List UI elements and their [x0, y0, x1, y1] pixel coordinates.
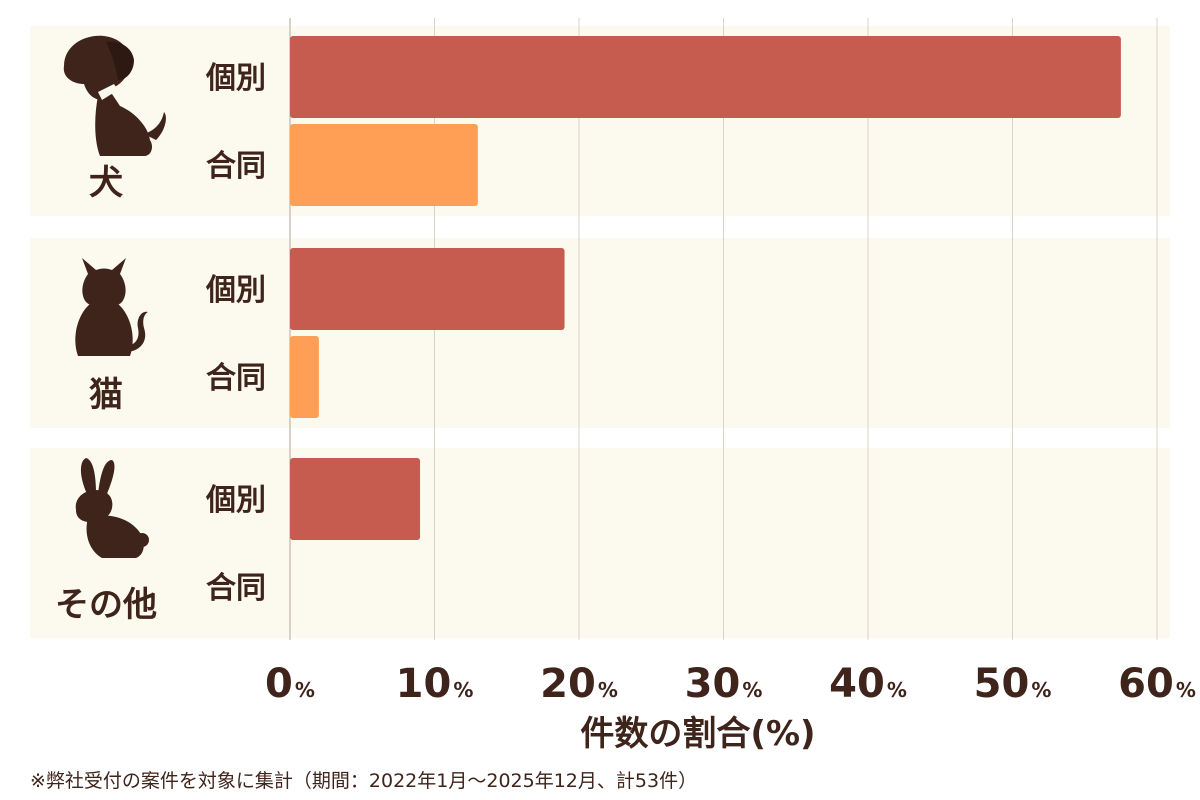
footnote: ※弊社受付の案件を対象に集計（期間：2022年1月～2025年12月、計53件） — [30, 770, 698, 792]
tick-label: 10% — [396, 661, 474, 707]
bar — [290, 336, 319, 418]
bar-label: 合同 — [206, 149, 266, 184]
bar-label: 個別 — [205, 61, 266, 96]
bar — [290, 124, 478, 206]
tick-label: 60% — [1118, 661, 1196, 707]
bar-label: 個別 — [205, 483, 266, 518]
category-label: 猫 — [89, 375, 123, 415]
tick-label: 30% — [685, 661, 763, 707]
bar — [290, 248, 565, 330]
x-axis-ticks: 0% 10% 20% 30% 40% 50% 60% — [265, 661, 1196, 707]
bar — [290, 36, 1121, 118]
cat-icon — [75, 258, 148, 356]
tick-label: 20% — [540, 661, 618, 707]
rabbit-icon — [75, 458, 149, 558]
category-label: 犬 — [89, 163, 123, 203]
icons — [63, 35, 166, 558]
bars — [290, 36, 1121, 540]
tick-label: 0% — [265, 661, 315, 707]
group-panel — [30, 448, 1170, 638]
tick-label: 40% — [829, 661, 907, 707]
bar-label: 合同 — [206, 571, 266, 606]
bar — [290, 458, 421, 540]
dog-icon — [63, 35, 166, 156]
group-panel — [30, 238, 1170, 428]
category-label: その他 — [55, 585, 157, 625]
tick-label: 50% — [974, 661, 1052, 707]
bar-label: 合同 — [206, 361, 266, 396]
x-axis-title: 件数の割合(%) — [580, 714, 815, 754]
bar-label: 個別 — [205, 273, 266, 308]
